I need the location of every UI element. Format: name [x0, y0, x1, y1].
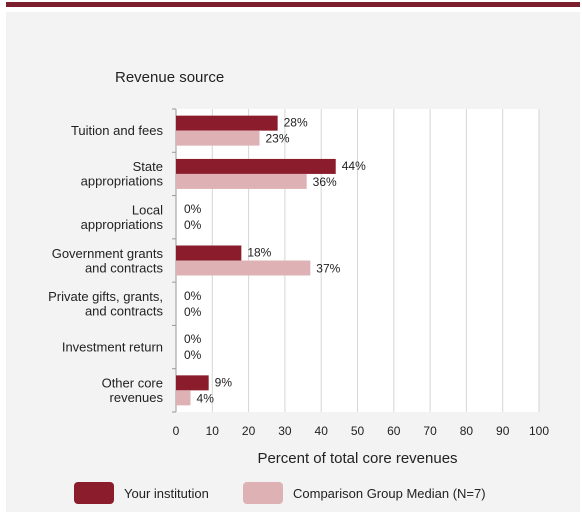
- bar-s1-c6: [176, 390, 191, 406]
- legend-swatch-your-institution: [74, 482, 114, 504]
- category-label-1-0: State: [133, 159, 163, 174]
- category-label-5-0: Investment return: [62, 340, 163, 355]
- x-tick-label-30: 30: [278, 424, 292, 438]
- category-label-3-0: Government grants: [52, 246, 164, 261]
- data-label-s1-c1: 36%: [313, 175, 337, 189]
- legend-swatch-comparison-group: [243, 482, 283, 504]
- bar-s1-c3: [176, 260, 311, 276]
- legend-label-your-institution: Your institution: [124, 485, 209, 501]
- x-tick-label-70: 70: [423, 424, 437, 438]
- data-label-s0-c6: 9%: [215, 375, 233, 389]
- data-label-s0-c1: 44%: [342, 159, 366, 173]
- legend-label-comparison-group: Comparison Group Median (N=7): [293, 485, 486, 501]
- chart-legend: Your institution Comparison Group Median…: [0, 481, 582, 507]
- x-tick-label-100: 100: [529, 424, 549, 438]
- data-label-s1-c3: 37%: [316, 262, 340, 276]
- x-tick-label-60: 60: [387, 424, 401, 438]
- data-label-s1-c6: 4%: [197, 391, 215, 405]
- x-tick-label-20: 20: [242, 424, 256, 438]
- legend-item-your-institution: Your institution: [74, 481, 209, 505]
- data-label-s0-c3: 18%: [247, 246, 271, 260]
- chart-title: Revenue source: [115, 69, 224, 86]
- legend-item-comparison-group: Comparison Group Median (N=7): [243, 481, 486, 505]
- category-label-0-0: Tuition and fees: [71, 123, 164, 138]
- x-tick-label-50: 50: [351, 424, 365, 438]
- bar-s0-c0: [176, 115, 278, 131]
- data-label-s0-c5: 0%: [184, 332, 202, 346]
- bar-s0-c1: [176, 158, 336, 174]
- revenue-bar-chart: 0 10 20 30 40 50 60 70 80 90 100 Tuition and fees 28…: [48, 69, 549, 467]
- data-label-s0-c2: 0%: [184, 202, 202, 216]
- category-label-4-1: and contracts: [85, 304, 164, 319]
- category-label-4-0: Private gifts, grants,: [48, 289, 163, 304]
- bar-s0-c6: [176, 375, 209, 391]
- category-label-3-1: and contracts: [85, 260, 164, 275]
- category-label-6-0: Other core: [102, 376, 163, 391]
- top-accent-rule: [6, 2, 580, 7]
- bar-s1-c1: [176, 173, 307, 189]
- category-label-6-1: revenues: [110, 390, 164, 405]
- category-label-2-0: Local: [132, 202, 163, 217]
- data-label-s0-c0: 28%: [284, 116, 308, 130]
- data-label-s1-c4: 0%: [184, 305, 202, 319]
- x-tick-label-90: 90: [496, 424, 510, 438]
- category-label-2-1: appropriations: [81, 217, 164, 232]
- category-label-1-1: appropriations: [81, 174, 164, 189]
- x-tick-label-10: 10: [206, 424, 220, 438]
- x-axis-label: Percent of total core revenues: [257, 450, 457, 467]
- bar-s1-c0: [176, 130, 260, 146]
- x-tick-label-0: 0: [173, 424, 180, 438]
- bar-s0-c3: [176, 245, 242, 261]
- data-label-s0-c4: 0%: [184, 289, 202, 303]
- x-tick-label-80: 80: [460, 424, 474, 438]
- data-label-s1-c2: 0%: [184, 218, 202, 232]
- data-label-s1-c0: 23%: [265, 132, 289, 146]
- x-tick-label-40: 40: [315, 424, 329, 438]
- data-label-s1-c5: 0%: [184, 348, 202, 362]
